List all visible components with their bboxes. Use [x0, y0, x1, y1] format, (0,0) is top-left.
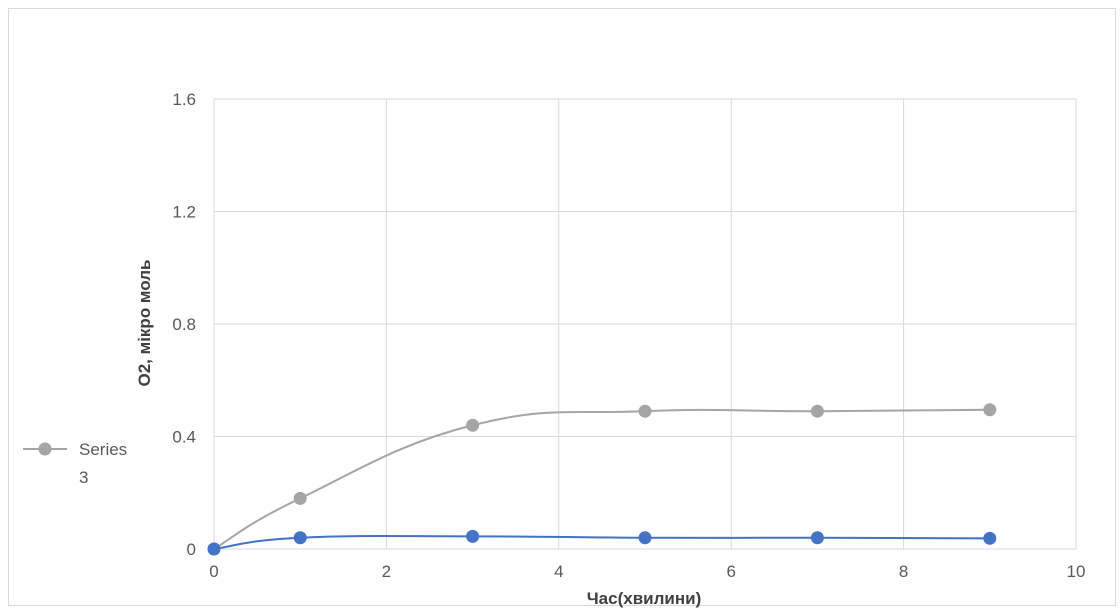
series-1-point-5 [983, 403, 997, 417]
y-tick-label-2: 0.8 [172, 315, 196, 334]
chart-area [8, 8, 1116, 606]
y-tick-label-4: 1.6 [172, 90, 196, 109]
x-tick-label-3: 6 [726, 562, 735, 581]
series-2-point-4 [810, 531, 824, 545]
x-axis-title: Час(хвилини) [587, 589, 702, 608]
series-1-point-3 [638, 404, 652, 418]
y-tick-label-0: 0 [187, 540, 196, 559]
series-1-point-1 [293, 491, 307, 505]
y-tick-label-3: 1.2 [172, 203, 196, 222]
x-tick-label-2: 4 [554, 562, 563, 581]
series-2-point-1 [293, 531, 307, 545]
series-1-point-4 [810, 404, 824, 418]
x-tick-label-4: 8 [899, 562, 908, 581]
series-2-point-2 [466, 529, 480, 543]
y-tick-label-1: 0.4 [172, 428, 196, 447]
y-axis-title: О2, мікро моль [135, 260, 154, 387]
gridlines [213, 98, 1077, 550]
x-tick-label-1: 2 [382, 562, 391, 581]
x-tick-label-5: 10 [1067, 562, 1086, 581]
series-2-point-5 [983, 531, 997, 545]
legend-series-3-marker [38, 442, 52, 456]
series-1-line [213, 408, 990, 550]
tick-labels: 0 2 4 6 8 10 0 0.4 0.8 1.2 1.6 [172, 90, 1085, 581]
series-2-point-3 [638, 531, 652, 545]
series-2-line [213, 535, 990, 550]
legend-series-3-label-line2: 3 [79, 468, 88, 487]
series-2-point-0 [207, 542, 221, 556]
series-layer [207, 403, 997, 556]
series-1-point-2 [466, 418, 480, 432]
x-tick-label-0: 0 [209, 562, 218, 581]
legend-series-3-label-line1: Series [79, 440, 127, 459]
legend: Series 3 [23, 440, 127, 487]
